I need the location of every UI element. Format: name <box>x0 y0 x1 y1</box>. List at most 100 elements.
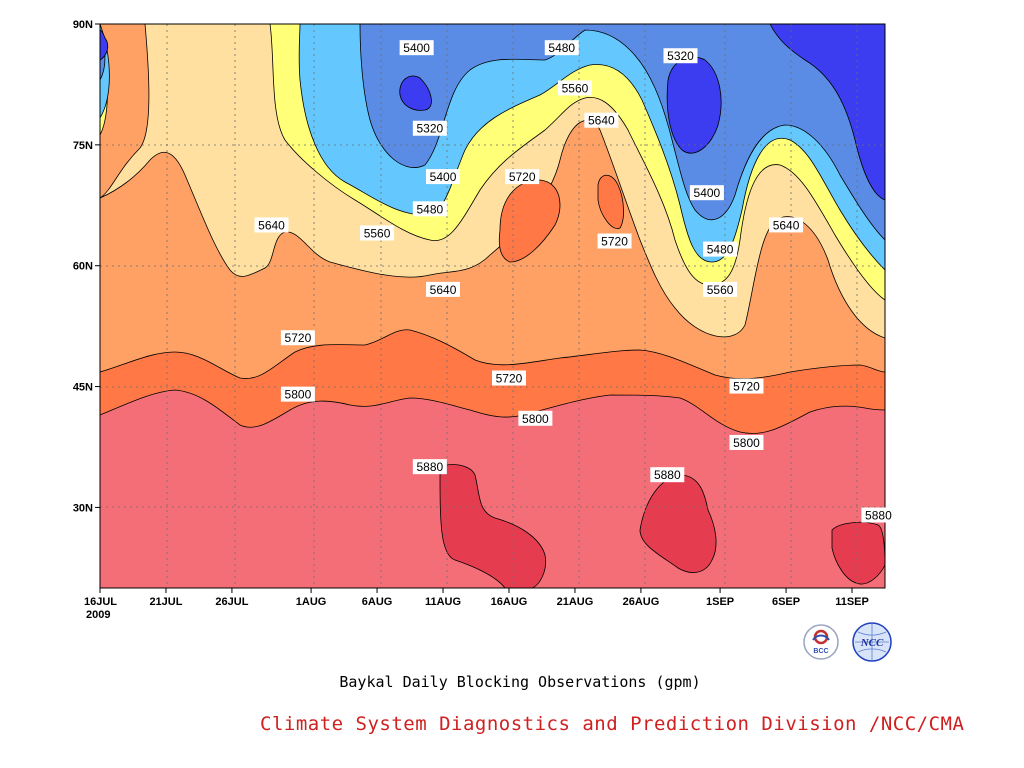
contour-label-text: 5640 <box>773 218 800 232</box>
contour-label-text: 5560 <box>364 226 391 240</box>
contour-label: 5640 <box>584 112 619 128</box>
x-axis: 16JUL 21JUL 26JUL 1AUG 6AUG 11AUG 16AUG 21AUG 26… <box>84 588 869 608</box>
contour-label-text: 5320 <box>416 122 443 136</box>
contour-label-text: 5400 <box>403 41 430 55</box>
contour-label-text: 5320 <box>667 49 694 63</box>
y-axis: 30N 45N 60N 75N 90N <box>73 19 100 514</box>
x-tick-label: 21JUL <box>149 596 182 608</box>
x-tick-label: 16AUG <box>491 596 528 608</box>
contour-label: 5640 <box>426 281 461 297</box>
contour-label: 5880 <box>861 507 896 523</box>
contour-label-bg <box>597 233 632 249</box>
contour-label-text: 5720 <box>601 235 628 249</box>
contour-label-bg <box>426 169 461 185</box>
y-tick-label: 60N <box>73 261 93 273</box>
contour-label-bg <box>729 434 764 450</box>
contour-label-bg <box>557 80 592 96</box>
contour-label-text: 5880 <box>865 508 892 522</box>
contour-label-bg <box>861 507 896 523</box>
contour-label-bg <box>412 120 447 136</box>
contour-label: 5880 <box>650 467 685 483</box>
contour-label-text: 5720 <box>509 170 536 184</box>
credit-line: Climate System Diagnostics and Predictio… <box>260 713 965 735</box>
x-tick-label: 1SEP <box>706 596 734 608</box>
contour-label-text: 5880 <box>654 468 681 482</box>
contour-label: 5800 <box>518 410 553 426</box>
contour-label-text: 5720 <box>285 331 312 345</box>
contour-label-bg <box>426 281 461 297</box>
contour-label-text: 5560 <box>562 81 589 95</box>
contour-label-bg <box>254 217 289 233</box>
fill-5720-island-a <box>498 179 561 263</box>
contour-label-bg <box>703 241 738 257</box>
contour-label: 5560 <box>557 80 592 96</box>
contour-fills <box>100 24 885 588</box>
x-tick-label: 6SEP <box>772 596 800 608</box>
x-tick-label: 16JUL <box>84 596 117 608</box>
contour-label-bg <box>729 378 764 394</box>
contour-label-text: 5640 <box>588 114 615 128</box>
contour-label-bg <box>689 185 724 201</box>
contour-label-text: 5720 <box>733 380 760 394</box>
contour-label-text: 5560 <box>707 283 734 297</box>
fill-below-5320-b <box>399 75 432 111</box>
contour-label: 5720 <box>505 169 540 185</box>
contour-label-text: 5800 <box>733 436 760 450</box>
contour-label-text: 5800 <box>522 412 549 426</box>
contour-label: 5320 <box>412 120 447 136</box>
contour-label: 5800 <box>280 386 315 402</box>
contour-label: 5480 <box>703 241 738 257</box>
contour-label: 5880 <box>412 459 447 475</box>
x-tick-label: 6AUG <box>362 596 393 608</box>
contour-label: 5640 <box>769 217 804 233</box>
contour-label: 5400 <box>399 40 434 56</box>
contour-label-bg <box>412 201 447 217</box>
x-tick-label: 1AUG <box>296 596 327 608</box>
x-tick-label: 11AUG <box>425 596 461 608</box>
bcc-logo: BCC <box>803 624 839 660</box>
contour-label-bg <box>360 225 395 241</box>
contour-label-bg <box>703 281 738 297</box>
fill-above-5880-a <box>439 464 547 588</box>
contour-label: 5400 <box>426 169 461 185</box>
ncc-logo-text: NCC <box>860 637 884 649</box>
x-tick-label: 26AUG <box>623 596 660 608</box>
contour-label-bg <box>280 330 315 346</box>
x-year-label: 2009 <box>86 609 110 621</box>
contour-label-bg <box>280 386 315 402</box>
contour-label: 5640 <box>254 217 289 233</box>
contour-label-text: 5400 <box>430 170 457 184</box>
contour-label: 5480 <box>544 40 579 56</box>
contour-label-bg <box>412 459 447 475</box>
contour-label-text: 5640 <box>258 218 285 232</box>
y-tick-label: 75N <box>73 140 93 152</box>
contour-label-text: 5480 <box>707 243 734 257</box>
x-tick-label: 26JUL <box>215 596 248 608</box>
contour-label: 5720 <box>729 378 764 394</box>
contour-label-bg <box>584 112 619 128</box>
contour-label: 5560 <box>703 281 738 297</box>
ncc-logo: NCC <box>852 622 892 662</box>
contour-label: 5720 <box>491 370 526 386</box>
contour-label-text: 5400 <box>694 186 721 200</box>
contour-label: 5480 <box>412 201 447 217</box>
contour-label-text: 5480 <box>548 41 575 55</box>
contour-label: 5720 <box>597 233 632 249</box>
contour-label-text: 5640 <box>430 283 457 297</box>
contour-labels: 5400 5320 5480 5560 5320 5640 5720 5400 5480 5640… <box>254 40 896 523</box>
contour-label-bg <box>518 410 553 426</box>
contour-label-bg <box>650 467 685 483</box>
contour-label: 5720 <box>280 330 315 346</box>
contour-label-bg <box>491 370 526 386</box>
plot-frame <box>99 23 886 589</box>
contour-label-text: 5720 <box>496 372 523 386</box>
contour-label: 5320 <box>663 48 698 64</box>
contour-label-bg <box>663 48 698 64</box>
contour-label-text: 5880 <box>416 460 443 474</box>
contour-label: 5400 <box>689 185 724 201</box>
x-tick-label: 11SEP <box>835 596 869 608</box>
contour-label-bg <box>399 40 434 56</box>
logos: BCC NCC <box>803 622 892 662</box>
y-tick-label: 90N <box>73 19 93 31</box>
